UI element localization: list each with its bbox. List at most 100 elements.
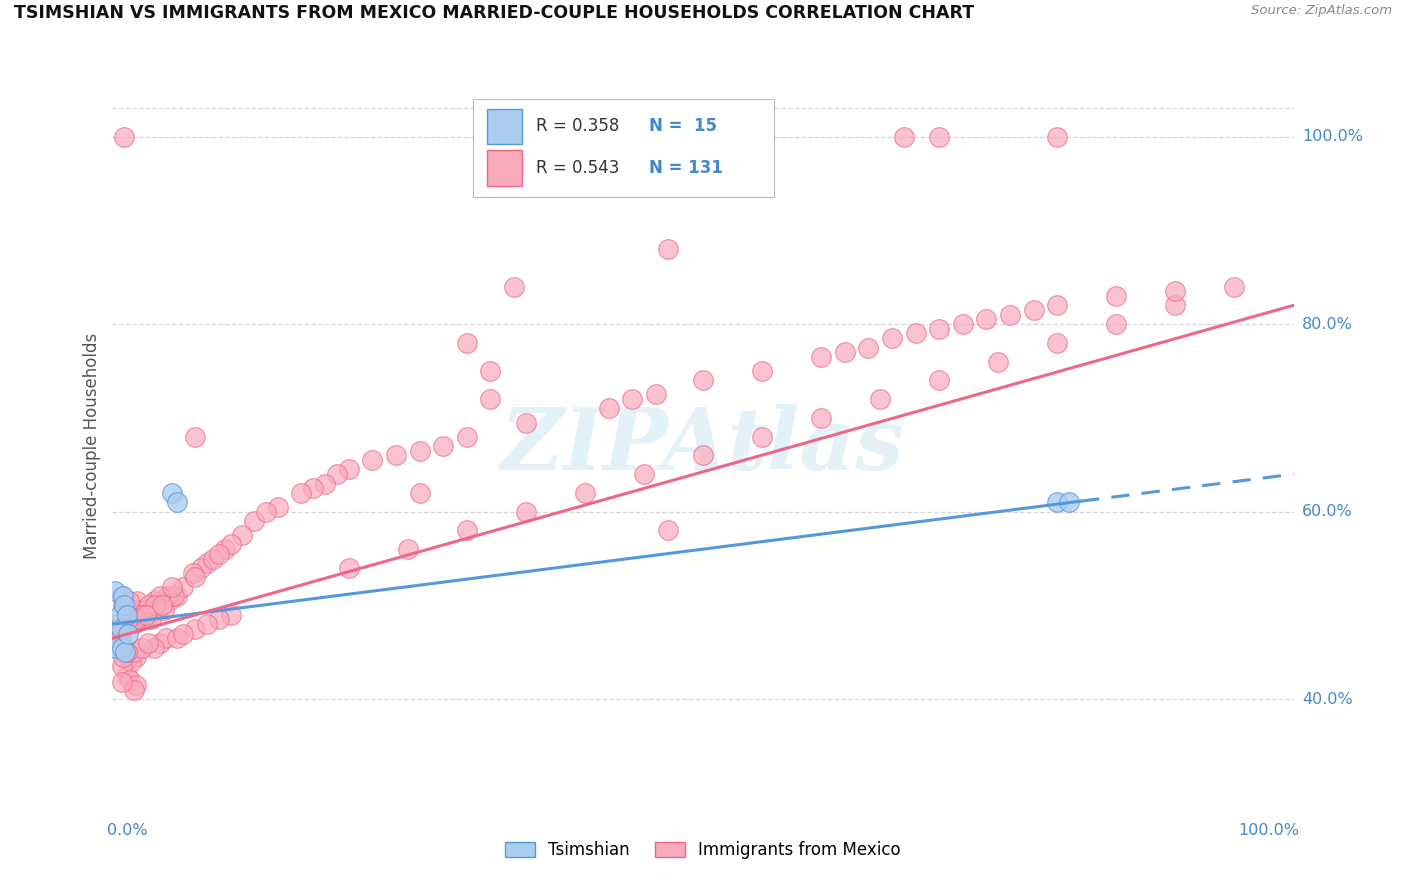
Point (456, 429, 478, 443)
Point (893, 129, 915, 144)
Text: 100.0%: 100.0% (1302, 129, 1362, 144)
Point (621, 392, 644, 406)
Point (112, 599, 135, 613)
Point (125, 650, 148, 665)
Point (153, 603, 176, 617)
Text: 60.0%: 60.0% (1302, 504, 1353, 519)
Point (184, 570, 207, 584)
Point (166, 589, 188, 603)
Point (396, 542, 419, 557)
Bar (486, 109, 522, 144)
Point (184, 622, 207, 636)
Point (692, 373, 714, 387)
Text: Source: ZipAtlas.com: Source: ZipAtlas.com (1251, 4, 1392, 18)
Point (160, 580, 183, 594)
Point (118, 650, 141, 665)
Point (115, 669, 138, 683)
Point (880, 331, 903, 345)
Point (195, 617, 218, 632)
Point (115, 645, 138, 659)
Point (157, 593, 180, 607)
Point (135, 607, 157, 622)
Point (479, 364, 502, 378)
Point (515, 505, 537, 519)
Point (111, 589, 134, 603)
Point (1105, 317, 1128, 331)
Point (290, 486, 312, 500)
Text: 0.0%: 0.0% (107, 823, 148, 838)
Point (110, 622, 132, 636)
Point (112, 650, 135, 665)
Point (361, 453, 384, 467)
Text: TSIMSHIAN VS IMMIGRANTS FROM MEXICO MARRIED-COUPLE HOUSEHOLDS CORRELATION CHART: TSIMSHIAN VS IMMIGRANTS FROM MEXICO MARR… (14, 4, 974, 22)
Point (142, 593, 165, 607)
Point (112, 599, 135, 613)
Point (129, 603, 152, 617)
Point (928, 322, 950, 336)
Point (214, 542, 236, 557)
Point (141, 612, 163, 626)
Point (131, 640, 153, 655)
Point (181, 566, 204, 580)
Point (1046, 495, 1069, 509)
Point (987, 354, 1010, 368)
Legend: Tsimshian, Immigrants from Mexico: Tsimshian, Immigrants from Mexico (498, 834, 908, 865)
Point (598, 401, 620, 416)
Point (904, 326, 927, 341)
Point (127, 607, 149, 622)
Text: R = 0.543: R = 0.543 (537, 159, 620, 177)
Point (104, 584, 127, 599)
Point (146, 603, 169, 617)
Point (107, 617, 129, 632)
Point (132, 612, 155, 626)
Point (858, 341, 880, 355)
Point (111, 675, 134, 690)
Point (208, 612, 231, 626)
Point (114, 617, 136, 632)
Point (208, 547, 231, 561)
Point (231, 528, 253, 542)
Point (143, 599, 166, 613)
Point (834, 345, 856, 359)
Point (952, 317, 974, 331)
Point (120, 673, 142, 688)
Point (122, 682, 145, 697)
Point (254, 505, 277, 519)
Point (326, 467, 349, 482)
Point (149, 636, 172, 650)
Point (111, 659, 134, 673)
Point (1046, 298, 1069, 312)
Point (869, 392, 891, 406)
Point (928, 129, 950, 144)
Text: ZIPAtlas: ZIPAtlas (501, 404, 905, 488)
Point (105, 640, 128, 655)
Point (118, 593, 141, 607)
Point (1164, 298, 1187, 312)
Point (1223, 279, 1246, 293)
Point (150, 599, 173, 613)
Point (337, 462, 360, 476)
Point (751, 429, 773, 443)
Point (1057, 495, 1080, 509)
Point (314, 476, 336, 491)
Point (928, 373, 950, 387)
Point (190, 561, 212, 575)
Point (117, 626, 139, 640)
Point (136, 636, 159, 650)
Point (172, 580, 194, 594)
Point (219, 537, 242, 551)
Point (195, 556, 218, 570)
Point (201, 551, 224, 566)
Point (149, 589, 172, 603)
Point (243, 514, 266, 528)
Point (122, 617, 145, 632)
Point (1105, 289, 1128, 303)
Point (657, 524, 679, 538)
Point (267, 500, 290, 514)
Point (131, 607, 153, 622)
Point (120, 612, 142, 626)
Point (302, 481, 325, 495)
Point (337, 561, 360, 575)
Point (385, 449, 408, 463)
Point (1046, 335, 1069, 350)
